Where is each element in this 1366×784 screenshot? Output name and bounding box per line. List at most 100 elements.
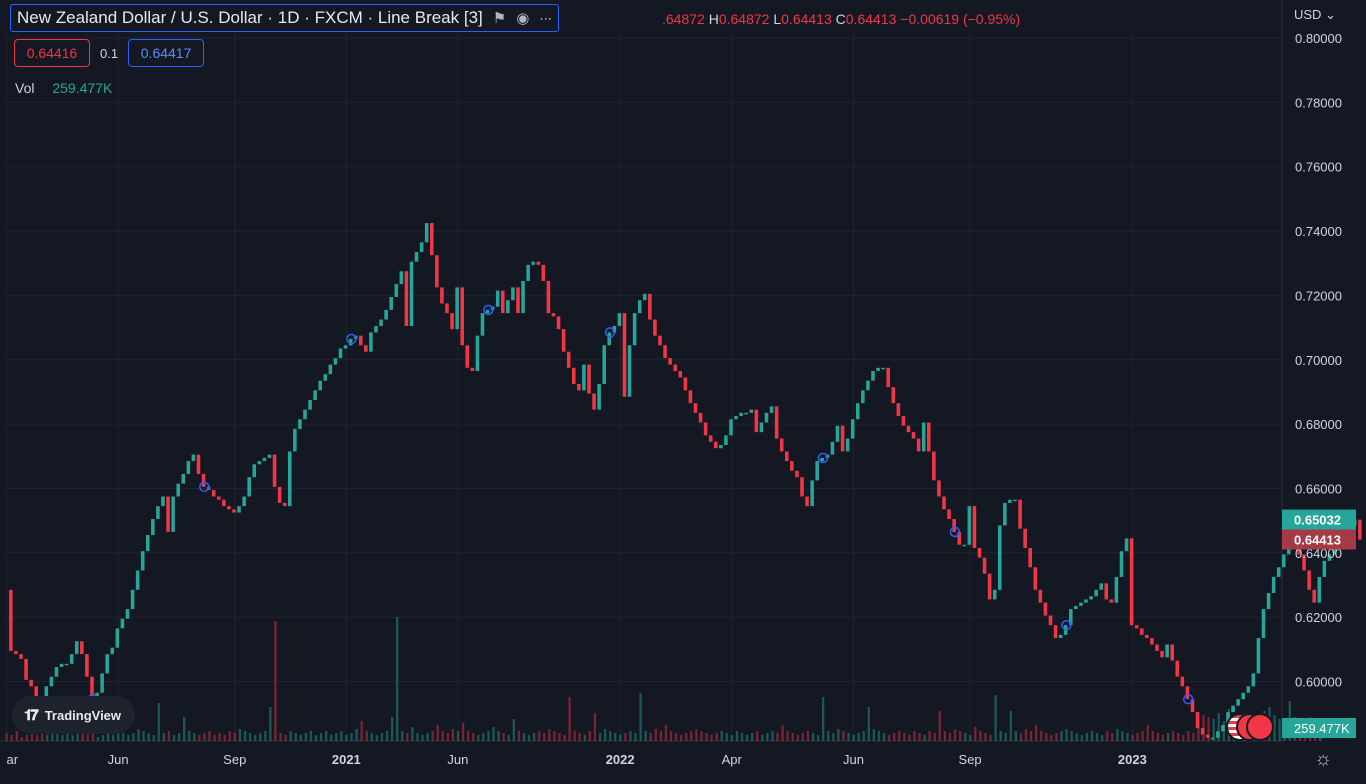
- volume-bar: [101, 735, 105, 741]
- volume-bar: [1095, 733, 1099, 741]
- line-break-box: [171, 496, 175, 532]
- line-break-box: [156, 506, 160, 520]
- line-break-box: [282, 502, 287, 507]
- line-break-box: [566, 351, 571, 368]
- volume-bar: [91, 733, 95, 741]
- flag-icon[interactable]: ⚑: [492, 10, 507, 27]
- y-tick-label: 0.60000: [1295, 674, 1342, 689]
- more-icon[interactable]: ∙∙∙: [539, 9, 552, 27]
- line-break-box: [546, 280, 551, 314]
- line-break-box: [181, 473, 186, 484]
- line-break-box: [298, 419, 302, 429]
- line-break-box: [359, 335, 363, 346]
- line-break-box: [866, 380, 870, 391]
- symbol-title-box[interactable]: New Zealand Dollar / U.S. Dollar · 1D · …: [10, 4, 559, 32]
- volume-bar: [862, 731, 865, 741]
- volume-bar: [1141, 731, 1144, 741]
- economic-events[interactable]: [1226, 713, 1274, 741]
- volume-bar: [396, 617, 399, 741]
- volume-bar: [325, 731, 328, 741]
- volume-bar: [614, 733, 617, 741]
- volume-bar: [938, 711, 941, 741]
- volume-bar: [375, 735, 379, 741]
- volume-bar: [857, 733, 860, 741]
- line-break-box: [470, 367, 475, 372]
- close-value: 0.64413: [845, 11, 897, 27]
- line-break-box: [1271, 576, 1276, 594]
- volume-bar: [132, 733, 135, 741]
- volume-bar: [898, 731, 901, 741]
- volume-bar: [822, 697, 825, 741]
- buy-button[interactable]: 0.64417: [128, 39, 205, 67]
- line-break-box: [29, 679, 33, 687]
- volume-bar: [720, 731, 723, 741]
- line-break-box: [617, 313, 622, 326]
- volume-bar: [1187, 731, 1190, 741]
- line-break-box: [1084, 599, 1088, 603]
- eye-icon[interactable]: ◉: [516, 10, 530, 27]
- line-break-box: [607, 332, 612, 346]
- y-tick-label: 0.80000: [1295, 31, 1342, 46]
- volume-label-bg: [1282, 718, 1356, 738]
- line-break-box: [648, 293, 652, 320]
- volume-bar: [497, 731, 500, 741]
- price-axis[interactable]: 0.80000 0.78000 0.76000 0.74000 0.72000 0.700…: [1282, 31, 1356, 738]
- line-break-box: [465, 345, 470, 368]
- line-break-box: [779, 438, 784, 452]
- line-break-box: [881, 367, 885, 370]
- volume-bar: [695, 729, 698, 741]
- volume-bar: [147, 733, 150, 741]
- volume-bar: [948, 733, 952, 741]
- volume-bar: [406, 733, 409, 741]
- volume-legend[interactable]: Vol 259.477K: [15, 80, 112, 96]
- volume-bar: [203, 733, 206, 741]
- volume-bar: [162, 733, 166, 741]
- high-key: H: [708, 11, 719, 27]
- y-tick-label: 0.62000: [1295, 610, 1342, 625]
- line-break-box: [724, 435, 728, 446]
- line-break-box: [80, 641, 84, 655]
- volume-bar: [974, 727, 977, 741]
- volume-bar: [223, 735, 226, 741]
- line-break-box: [627, 345, 632, 397]
- volume-bar: [877, 731, 881, 741]
- line-break-box: [1038, 589, 1043, 603]
- volume-bar: [923, 735, 926, 741]
- line-break-box: [1175, 660, 1180, 677]
- volume-bar: [507, 735, 510, 741]
- line-break-box: [577, 383, 581, 391]
- line-break-box: [1089, 596, 1093, 600]
- line-break-box: [1170, 644, 1174, 661]
- line-break-box: [1256, 638, 1261, 674]
- currency-selector[interactable]: USD ⌄: [1294, 7, 1336, 23]
- time-axis[interactable]: ar Jun Sep 2021 Jun 2022 Apr Jun Sep 2023: [7, 752, 1147, 767]
- line-break-box: [105, 654, 109, 674]
- gear-icon[interactable]: ☼: [1314, 748, 1333, 770]
- line-break-box: [830, 441, 835, 455]
- volume-bar: [20, 737, 24, 741]
- volume-bar: [1166, 733, 1170, 741]
- sell-button[interactable]: 0.64416: [14, 39, 90, 67]
- trade-buttons: 0.64416 0.1 0.64417: [14, 39, 205, 67]
- price-label-bg: [1282, 509, 1356, 530]
- volume-bar: [1029, 731, 1033, 741]
- volume-bar: [1207, 717, 1210, 741]
- line-break-box: [288, 451, 292, 507]
- line-break-box: [896, 403, 901, 417]
- volume-bar: [15, 731, 18, 741]
- line-break-box: [673, 364, 677, 372]
- volume-bar: [624, 733, 627, 741]
- volume-bar: [1177, 733, 1180, 741]
- line-break-box: [643, 293, 647, 301]
- line-break-box: [191, 454, 196, 462]
- tradingview-logo[interactable]: 𝟏𝟕 TradingView: [12, 696, 136, 734]
- line-break-box: [1246, 686, 1251, 693]
- line-break-box: [480, 313, 485, 336]
- volume-bar: [284, 735, 287, 741]
- volume-bar: [796, 735, 799, 741]
- volume-bar: [619, 735, 622, 741]
- volume-bar: [740, 733, 744, 741]
- line-break-box: [247, 477, 251, 497]
- line-break-box: [379, 319, 383, 326]
